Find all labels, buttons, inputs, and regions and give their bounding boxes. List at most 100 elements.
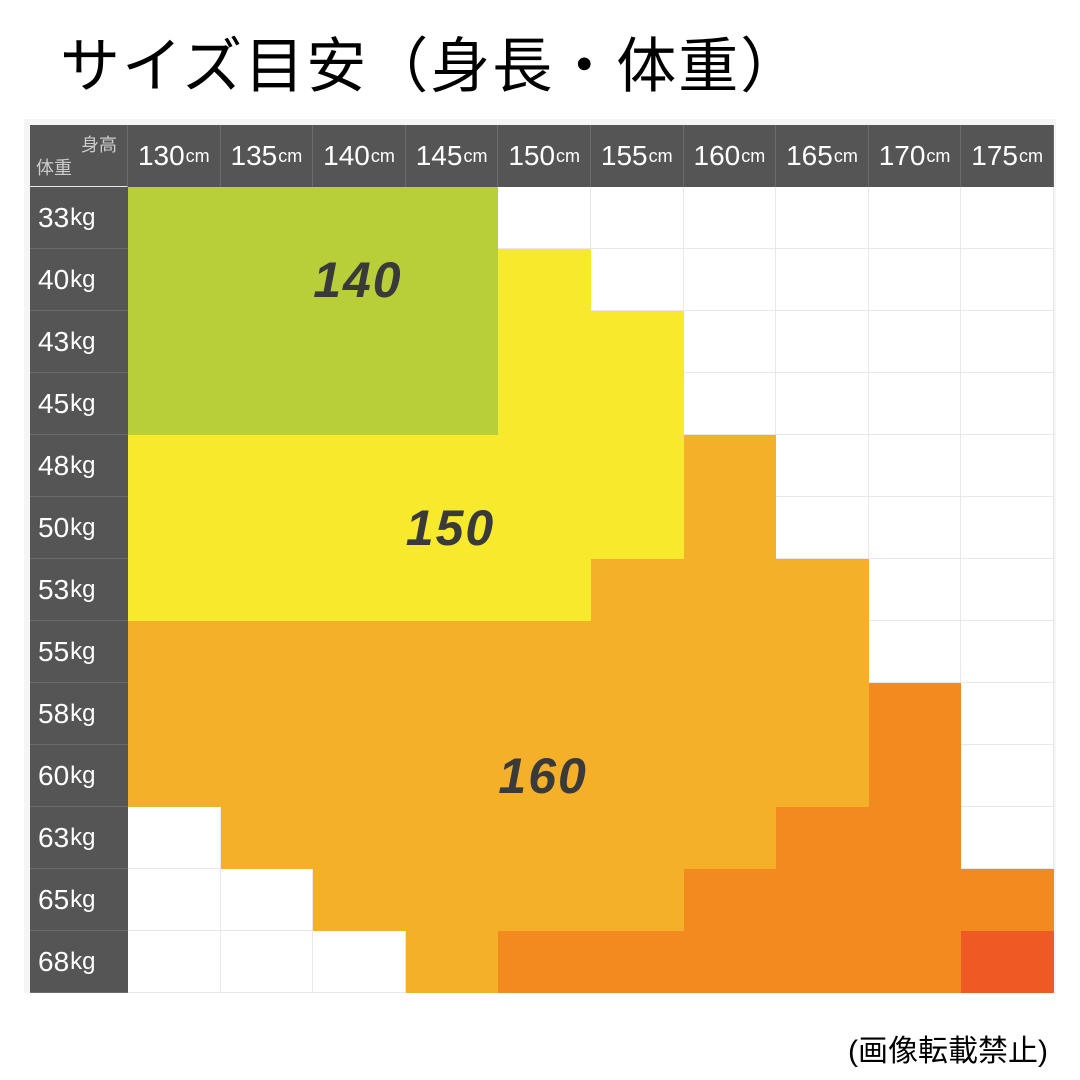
data-cell: [313, 621, 406, 683]
data-cell: [869, 187, 962, 249]
data-cell: [498, 187, 591, 249]
row-header-num: 45: [38, 388, 69, 420]
data-cell: [313, 497, 406, 559]
data-cell: [776, 621, 869, 683]
data-cell: [591, 931, 684, 993]
data-cell: [961, 683, 1054, 745]
data-cell: [221, 249, 314, 311]
data-cell: [498, 807, 591, 869]
data-cell: [498, 373, 591, 435]
data-cell: [961, 807, 1054, 869]
data-cell: [684, 745, 777, 807]
col-header-num: 165: [786, 140, 833, 172]
row-header: 55kg: [30, 621, 128, 683]
col-header: 165cm: [776, 125, 869, 187]
data-cell: [591, 745, 684, 807]
row-header-num: 60: [38, 760, 69, 792]
data-cell: [961, 497, 1054, 559]
data-cell: [406, 373, 499, 435]
data-cell: [776, 311, 869, 373]
data-cell: [498, 311, 591, 373]
data-cell: [128, 249, 221, 311]
data-cell: [128, 931, 221, 993]
data-cell: [869, 373, 962, 435]
data-cell: [406, 559, 499, 621]
row-header-num: 58: [38, 698, 69, 730]
data-cell: [406, 869, 499, 931]
data-cell: [313, 249, 406, 311]
row-header: 45kg: [30, 373, 128, 435]
data-cell: [128, 187, 221, 249]
data-cell: [406, 807, 499, 869]
data-cell: [869, 807, 962, 869]
row-header: 65kg: [30, 869, 128, 931]
row-header-num: 55: [38, 636, 69, 668]
data-cell: [591, 373, 684, 435]
data-cell: [221, 807, 314, 869]
data-cell: [684, 497, 777, 559]
data-cell: [221, 187, 314, 249]
row-header-num: 40: [38, 264, 69, 296]
data-cell: [776, 373, 869, 435]
data-cell: [591, 249, 684, 311]
col-header-unit: cm: [741, 146, 765, 167]
data-cell: [591, 435, 684, 497]
row-header-num: 33: [38, 202, 69, 234]
data-cell: [869, 869, 962, 931]
data-cell: [684, 435, 777, 497]
data-cell: [313, 435, 406, 497]
data-cell: [776, 931, 869, 993]
data-cell: [406, 187, 499, 249]
data-cell: [406, 311, 499, 373]
data-cell: [498, 683, 591, 745]
row-header-unit: kg: [70, 328, 95, 356]
data-cell: [498, 621, 591, 683]
col-header-unit: cm: [1019, 146, 1043, 167]
data-cell: [221, 311, 314, 373]
row-header: 53kg: [30, 559, 128, 621]
data-cell: [684, 559, 777, 621]
data-cell: [313, 683, 406, 745]
data-cell: [591, 807, 684, 869]
data-cell: [591, 683, 684, 745]
data-cell: [776, 187, 869, 249]
data-cell: [498, 745, 591, 807]
col-header-num: 160: [694, 140, 741, 172]
data-cell: [684, 249, 777, 311]
col-header: 175cm: [961, 125, 1054, 187]
row-header: 58kg: [30, 683, 128, 745]
data-cell: [776, 745, 869, 807]
size-grid: 身高体重130cm135cm140cm145cm150cm155cm160cm1…: [30, 125, 1050, 993]
data-cell: [776, 435, 869, 497]
col-header-unit: cm: [556, 146, 580, 167]
col-header-num: 150: [508, 140, 555, 172]
row-header: 33kg: [30, 187, 128, 249]
data-cell: [313, 311, 406, 373]
data-cell: [776, 497, 869, 559]
data-cell: [498, 497, 591, 559]
col-header: 150cm: [498, 125, 591, 187]
data-cell: [128, 745, 221, 807]
row-header-num: 48: [38, 450, 69, 482]
col-header-num: 175: [971, 140, 1018, 172]
data-cell: [313, 559, 406, 621]
data-cell: [776, 869, 869, 931]
row-header: 60kg: [30, 745, 128, 807]
data-cell: [869, 249, 962, 311]
data-cell: [498, 435, 591, 497]
footnote: (画像転載禁止): [848, 1026, 1048, 1070]
data-cell: [961, 187, 1054, 249]
row-header-unit: kg: [70, 824, 95, 852]
row-header-num: 65: [38, 884, 69, 916]
data-cell: [498, 931, 591, 993]
col-header: 135cm: [221, 125, 314, 187]
data-cell: [221, 373, 314, 435]
col-header-num: 145: [416, 140, 463, 172]
row-header-num: 43: [38, 326, 69, 358]
data-cell: [591, 311, 684, 373]
data-cell: [591, 869, 684, 931]
data-cell: [869, 621, 962, 683]
size-chart: 身高体重130cm135cm140cm145cm150cm155cm160cm1…: [24, 119, 1056, 993]
row-header: 48kg: [30, 435, 128, 497]
row-header-unit: kg: [70, 762, 95, 790]
